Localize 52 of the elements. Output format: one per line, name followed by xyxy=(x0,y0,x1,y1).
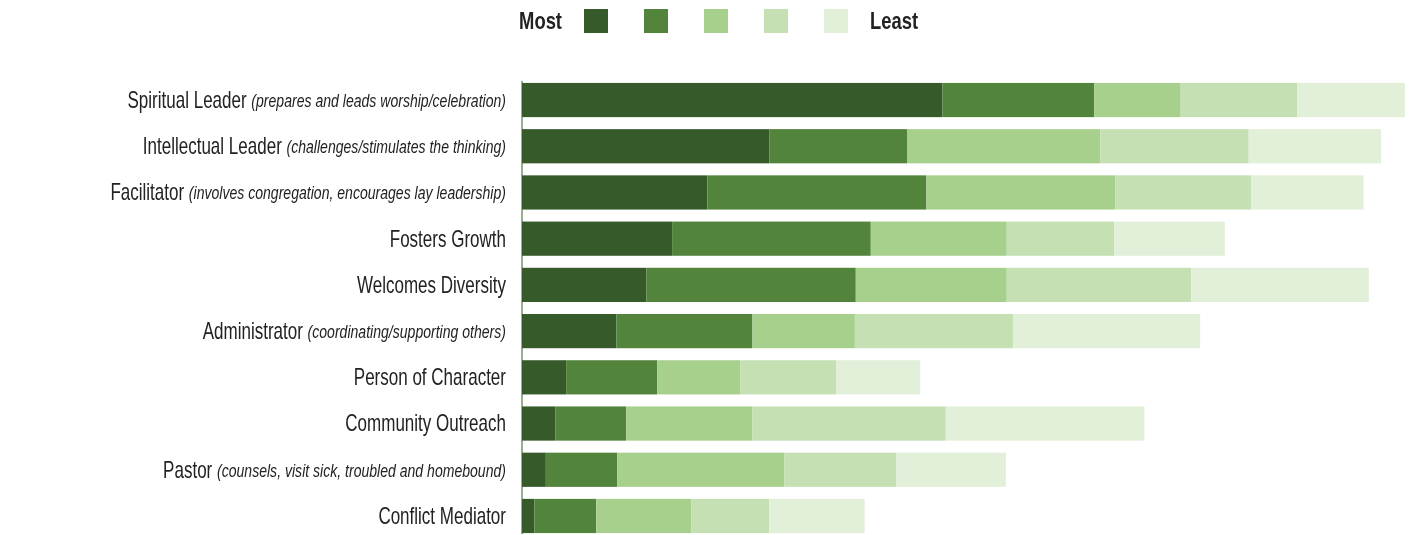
bar xyxy=(707,175,927,210)
text: Most xyxy=(519,8,563,34)
bar xyxy=(1006,221,1115,256)
y-tick-label: Person of Character xyxy=(353,364,507,390)
legend-label: Least xyxy=(870,8,919,34)
bar xyxy=(870,221,1007,256)
bar xyxy=(769,498,865,534)
bar xyxy=(926,175,1116,210)
bar xyxy=(906,129,1101,164)
y-tick-label: Spiritual Leader (prepares and leads worship/celebration) xyxy=(127,87,506,113)
bar xyxy=(596,498,692,534)
y-tick-label: Facilitator (involves congregation, encourages lay leadership) xyxy=(110,179,506,205)
bar xyxy=(836,360,921,395)
bar xyxy=(1191,267,1369,302)
y-tick-label: Fosters Growth xyxy=(389,226,506,252)
bar xyxy=(657,360,741,395)
y-tick-label: Conflict Mediator xyxy=(378,503,507,529)
bar xyxy=(691,498,770,534)
bar xyxy=(566,360,658,395)
bar xyxy=(1114,221,1225,256)
y-tick-label: Community Outreach xyxy=(345,411,506,437)
bar xyxy=(1100,129,1249,164)
bar xyxy=(752,314,855,349)
bar xyxy=(545,452,618,487)
bar xyxy=(945,406,1145,441)
y-tick-label: Intellectual Leader (challenges/stimulates the thinking) xyxy=(142,133,506,159)
bar xyxy=(896,452,1006,487)
bar xyxy=(555,406,627,441)
bar xyxy=(740,360,837,395)
y-tick-label: Administrator (coordinating/supporting others) xyxy=(202,318,506,344)
bar xyxy=(855,267,1007,302)
bar xyxy=(1297,82,1405,118)
bar xyxy=(1012,314,1201,349)
bar xyxy=(1094,82,1181,118)
bar xyxy=(1248,129,1382,164)
bar xyxy=(942,82,1095,118)
bar xyxy=(752,406,946,441)
bar xyxy=(784,452,897,487)
bar xyxy=(626,406,753,441)
bar xyxy=(672,221,871,256)
bar xyxy=(1251,175,1364,210)
bar xyxy=(1006,267,1192,302)
bar xyxy=(534,498,597,534)
y-tick-label: Pastor (counsels, visit sick, troubled and homebound) xyxy=(163,457,506,483)
bar xyxy=(1115,175,1252,210)
bar xyxy=(617,452,785,487)
bar xyxy=(646,267,856,302)
y-tick-label: Welcomes Diversity xyxy=(356,272,507,298)
bar xyxy=(854,314,1013,349)
bar xyxy=(616,314,753,349)
bar xyxy=(1180,82,1298,118)
bar xyxy=(769,129,907,164)
